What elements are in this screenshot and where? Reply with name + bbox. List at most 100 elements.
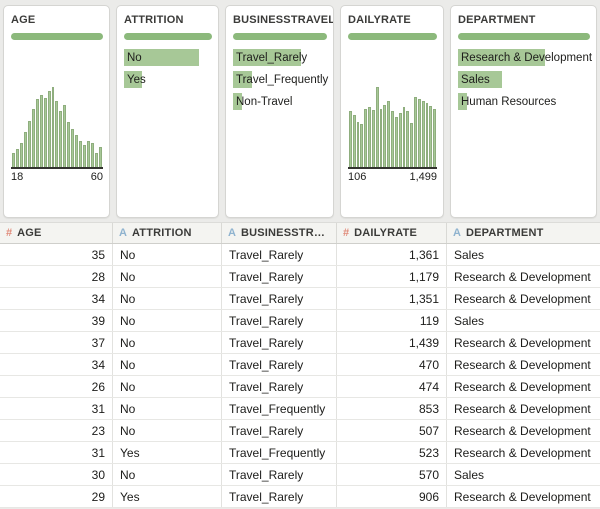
histogram-bar[interactable] [51,87,55,167]
histogram-bar[interactable] [19,143,23,167]
category-bar[interactable] [458,71,502,88]
cell-attrition[interactable]: No [113,464,222,485]
cell-dailyrate[interactable]: 474 [337,376,447,397]
profile-card-age[interactable]: AGE 18 60 [3,5,110,218]
cell-businesstravel[interactable]: Travel_Frequently [222,398,337,419]
histogram-bar[interactable] [39,95,43,167]
histogram-bar[interactable] [433,108,437,167]
histogram-bar[interactable] [421,101,425,167]
histogram-bar[interactable] [55,101,59,167]
cell-businesstravel[interactable]: Travel_Rarely [222,376,337,397]
cell-dailyrate[interactable]: 523 [337,442,447,463]
category-item[interactable]: Sales [458,71,590,88]
histogram-bar[interactable] [83,144,87,167]
histogram-bar[interactable] [429,106,433,167]
cell-attrition[interactable]: No [113,332,222,353]
cell-attrition[interactable]: No [113,398,222,419]
histogram-bar[interactable] [352,115,356,167]
profile-card-department[interactable]: DEPARTMENT Research & Development Sales Hum… [450,5,597,218]
cell-age[interactable]: 29 [0,486,113,507]
cell-attrition[interactable]: No [113,288,222,309]
column-header-businesstravel[interactable]: A BUSINESSTRAVEL [222,223,337,243]
histogram-bar[interactable] [71,128,75,167]
cell-attrition[interactable]: No [113,420,222,441]
histogram-bar[interactable] [368,107,371,167]
histogram-bar[interactable] [12,152,15,167]
histogram-bar[interactable] [383,105,387,167]
cell-attrition[interactable]: No [113,354,222,375]
category-item[interactable]: Travel_Frequently [233,71,328,88]
cell-department[interactable]: Sales [454,467,485,482]
cell-attrition[interactable]: No [113,266,222,287]
profile-card-attrition[interactable]: ATTRITION No Yes [116,5,219,218]
cell-age[interactable]: 37 [0,332,113,353]
cell-businesstravel[interactable]: Travel_Rarely [222,288,337,309]
histogram-bar[interactable] [414,96,417,167]
histogram-bar[interactable] [95,152,98,167]
cell-attrition[interactable]: No [113,310,222,331]
category-item[interactable]: Non-Travel [233,93,327,110]
cell-businesstravel[interactable]: Travel_Rarely [222,486,337,507]
cell-dailyrate[interactable]: 1,179 [337,266,447,287]
histogram-bar[interactable] [398,112,402,167]
histogram-bar[interactable] [391,111,394,167]
histogram-bar[interactable] [375,87,379,167]
histogram-bar[interactable] [35,99,39,167]
histogram-bar[interactable] [15,149,19,167]
category-bar[interactable] [458,93,468,110]
cell-age[interactable]: 31 [0,442,113,463]
cell-age[interactable]: 31 [0,398,113,419]
cell-businesstravel[interactable]: Travel_Rarely [222,244,337,265]
histogram-bar[interactable] [47,91,51,167]
histogram-bar[interactable] [360,123,364,167]
histogram-bar[interactable] [387,101,391,167]
cell-department[interactable]: Research & Development [454,401,591,416]
field-title[interactable]: BUSINESSTRAVEL [233,14,334,26]
histogram-bar[interactable] [91,143,95,167]
category-bar[interactable] [458,49,546,66]
histogram-bar[interactable] [356,122,360,167]
field-title[interactable]: AGE [11,14,36,26]
cell-age[interactable]: 39 [0,310,113,331]
column-header-department[interactable]: A DEPARTMENT [447,223,600,243]
category-item[interactable]: Travel_Rarely [233,49,327,66]
cell-businesstravel[interactable]: Travel_Rarely [222,420,337,441]
histogram-bar[interactable] [27,120,31,167]
cell-businesstravel[interactable]: Travel_Rarely [222,354,337,375]
histogram-bar[interactable] [63,104,67,167]
cell-age[interactable]: 34 [0,354,113,375]
category-bar[interactable] [233,93,243,110]
cell-age[interactable]: 23 [0,420,113,441]
cell-department[interactable]: Research & Development [454,489,591,504]
cell-attrition[interactable]: No [113,244,222,265]
cell-dailyrate[interactable]: 570 [337,464,447,485]
histogram-bar[interactable] [349,111,352,167]
cell-department[interactable]: Research & Development [454,269,591,284]
histogram-bar[interactable] [410,123,414,167]
histogram-bar[interactable] [425,103,429,167]
cell-dailyrate[interactable]: 119 [337,310,447,331]
cell-dailyrate[interactable]: 853 [337,398,447,419]
histogram-bar[interactable] [364,109,368,167]
cell-dailyrate[interactable]: 470 [337,354,447,375]
cell-attrition[interactable]: No [113,376,222,397]
histogram-bar[interactable] [75,135,79,167]
column-header-attrition[interactable]: A ATTRITION [113,223,222,243]
cell-dailyrate[interactable]: 1,351 [337,288,447,309]
histogram-bar[interactable] [67,122,71,167]
field-title[interactable]: DAILYRATE [348,14,411,26]
category-bar[interactable] [124,71,143,88]
cell-department[interactable]: Research & Development [454,379,591,394]
histogram-bar[interactable] [79,141,83,167]
cell-businesstravel[interactable]: Travel_Rarely [222,310,337,331]
cell-dailyrate[interactable]: 507 [337,420,447,441]
cell-businesstravel[interactable]: Travel_Frequently [222,442,337,463]
column-header-dailyrate[interactable]: # DAILYRATE [337,223,447,243]
histogram-bar[interactable] [87,140,91,167]
cell-department[interactable]: Research & Development [454,291,591,306]
cell-businesstravel[interactable]: Travel_Rarely [222,266,337,287]
category-bar[interactable] [233,71,252,88]
category-item[interactable]: Yes [124,71,212,88]
category-item[interactable]: Human Resources [458,93,590,110]
cell-attrition[interactable]: Yes [113,486,222,507]
